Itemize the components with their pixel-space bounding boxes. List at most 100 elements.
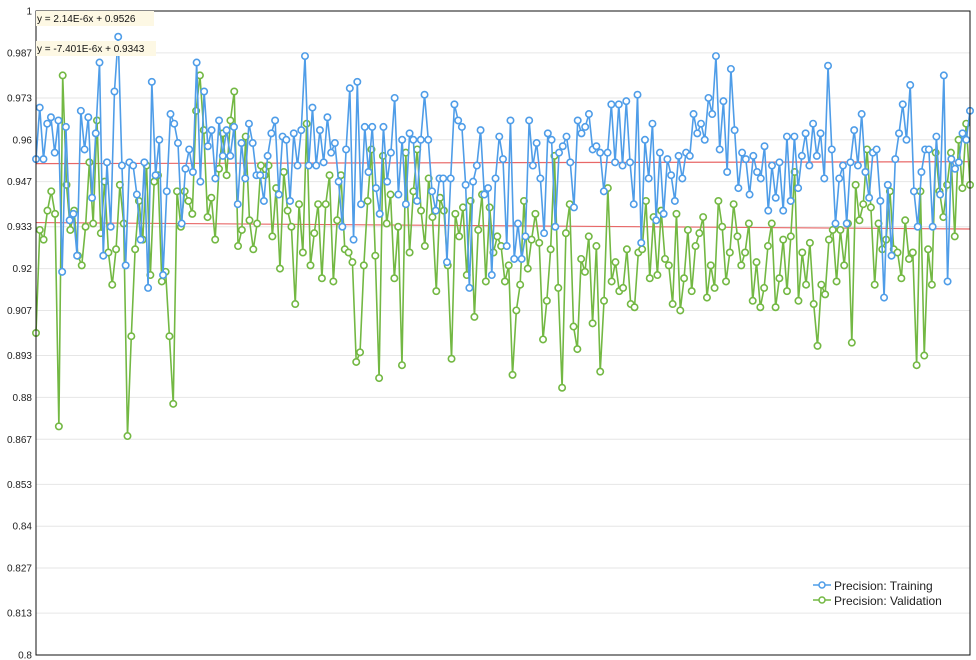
data-point — [283, 206, 292, 215]
data-point — [323, 113, 332, 122]
data-point — [47, 187, 56, 196]
data-point — [687, 287, 696, 296]
data-point — [767, 161, 776, 170]
data-point — [908, 248, 917, 257]
data-point — [936, 190, 945, 199]
data-point — [95, 58, 104, 67]
data-point — [131, 245, 140, 254]
legend-marker-validation — [818, 596, 826, 604]
y-tick-label: 0.907 — [7, 306, 32, 317]
data-point — [901, 216, 910, 225]
data-point — [73, 251, 82, 260]
data-point — [151, 171, 160, 180]
data-point — [65, 216, 74, 225]
data-point — [708, 110, 717, 119]
data-point — [786, 232, 795, 241]
data-point — [828, 225, 837, 234]
data-point — [461, 180, 470, 189]
data-point — [924, 245, 933, 254]
data-point — [895, 129, 904, 138]
data-point — [99, 251, 108, 260]
data-point — [801, 129, 810, 138]
data-point — [442, 258, 451, 267]
data-point — [685, 151, 694, 160]
data-point — [317, 274, 326, 283]
data-point — [816, 129, 825, 138]
data-point — [906, 81, 915, 90]
data-point — [333, 216, 342, 225]
data-point — [943, 180, 952, 189]
data-point — [314, 200, 323, 209]
data-point — [177, 219, 186, 228]
data-point — [289, 129, 298, 138]
data-point — [147, 77, 156, 86]
data-point — [763, 242, 772, 251]
data-point — [603, 148, 612, 157]
data-point — [356, 348, 365, 357]
data-point — [771, 193, 780, 202]
data-point — [237, 139, 246, 148]
data-point — [551, 222, 560, 231]
data-point — [532, 139, 541, 148]
data-point — [699, 213, 708, 222]
data-point — [77, 261, 86, 270]
data-point — [633, 90, 642, 99]
data-point — [870, 280, 879, 289]
data-point — [543, 129, 552, 138]
data-point — [902, 135, 911, 144]
data-point — [368, 122, 377, 131]
data-point — [498, 155, 507, 164]
data-point — [319, 158, 328, 167]
data-point — [159, 271, 168, 280]
data-point — [683, 225, 692, 234]
data-point — [851, 180, 860, 189]
data-point — [76, 106, 85, 115]
data-point — [847, 338, 856, 347]
data-point — [157, 277, 166, 286]
data-point — [842, 219, 851, 228]
data-point — [517, 254, 526, 263]
data-point — [794, 184, 803, 193]
data-point — [573, 345, 582, 354]
data-point — [542, 296, 551, 305]
data-point — [513, 219, 522, 228]
data-point — [504, 261, 513, 270]
data-point — [35, 103, 44, 112]
data-point — [315, 126, 324, 135]
data-point — [573, 116, 582, 125]
data-point — [325, 171, 334, 180]
data-point — [409, 135, 418, 144]
y-tick-label: 0.96 — [13, 135, 33, 146]
data-point — [386, 190, 395, 199]
data-point — [676, 306, 685, 315]
data-point — [857, 110, 866, 119]
data-point — [54, 422, 63, 431]
data-point — [535, 238, 544, 247]
data-point — [753, 168, 762, 177]
data-point — [85, 158, 94, 167]
data-point — [330, 139, 339, 148]
data-point — [129, 161, 138, 170]
y-tick-label: 0.84 — [13, 522, 33, 533]
data-point — [416, 135, 425, 144]
data-point — [741, 248, 750, 257]
data-point — [173, 139, 182, 148]
y-tick-label: 0.827 — [7, 564, 32, 575]
data-point — [893, 248, 902, 257]
data-point — [932, 132, 941, 141]
data-point — [898, 100, 907, 109]
data-point — [357, 200, 366, 209]
data-point — [689, 110, 698, 119]
data-point — [521, 232, 530, 241]
data-point — [917, 168, 926, 177]
data-point — [230, 122, 239, 131]
data-point — [222, 171, 231, 180]
data-point — [379, 122, 388, 131]
data-point — [802, 280, 811, 289]
data-point — [211, 174, 220, 183]
data-point — [817, 280, 826, 289]
data-point — [846, 158, 855, 167]
data-point — [230, 87, 239, 96]
data-point — [207, 126, 216, 135]
data-point — [569, 203, 578, 212]
